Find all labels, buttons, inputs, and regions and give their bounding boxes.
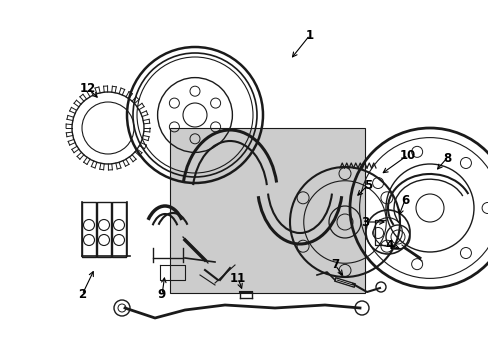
Text: 8: 8 bbox=[442, 152, 450, 165]
Bar bbox=[97, 202, 111, 257]
Text: 9: 9 bbox=[158, 288, 166, 302]
Text: 2: 2 bbox=[78, 288, 86, 302]
Text: 4: 4 bbox=[385, 239, 393, 252]
Text: 11: 11 bbox=[229, 271, 245, 284]
Text: 6: 6 bbox=[400, 194, 408, 207]
Text: 3: 3 bbox=[360, 216, 368, 229]
Text: 1: 1 bbox=[305, 28, 313, 41]
Bar bbox=[82, 202, 96, 257]
Text: 7: 7 bbox=[330, 258, 338, 271]
Bar bbox=[112, 202, 126, 257]
Text: 12: 12 bbox=[80, 81, 96, 95]
Text: 10: 10 bbox=[399, 149, 415, 162]
Text: 5: 5 bbox=[363, 179, 371, 192]
Bar bbox=[170, 128, 364, 293]
